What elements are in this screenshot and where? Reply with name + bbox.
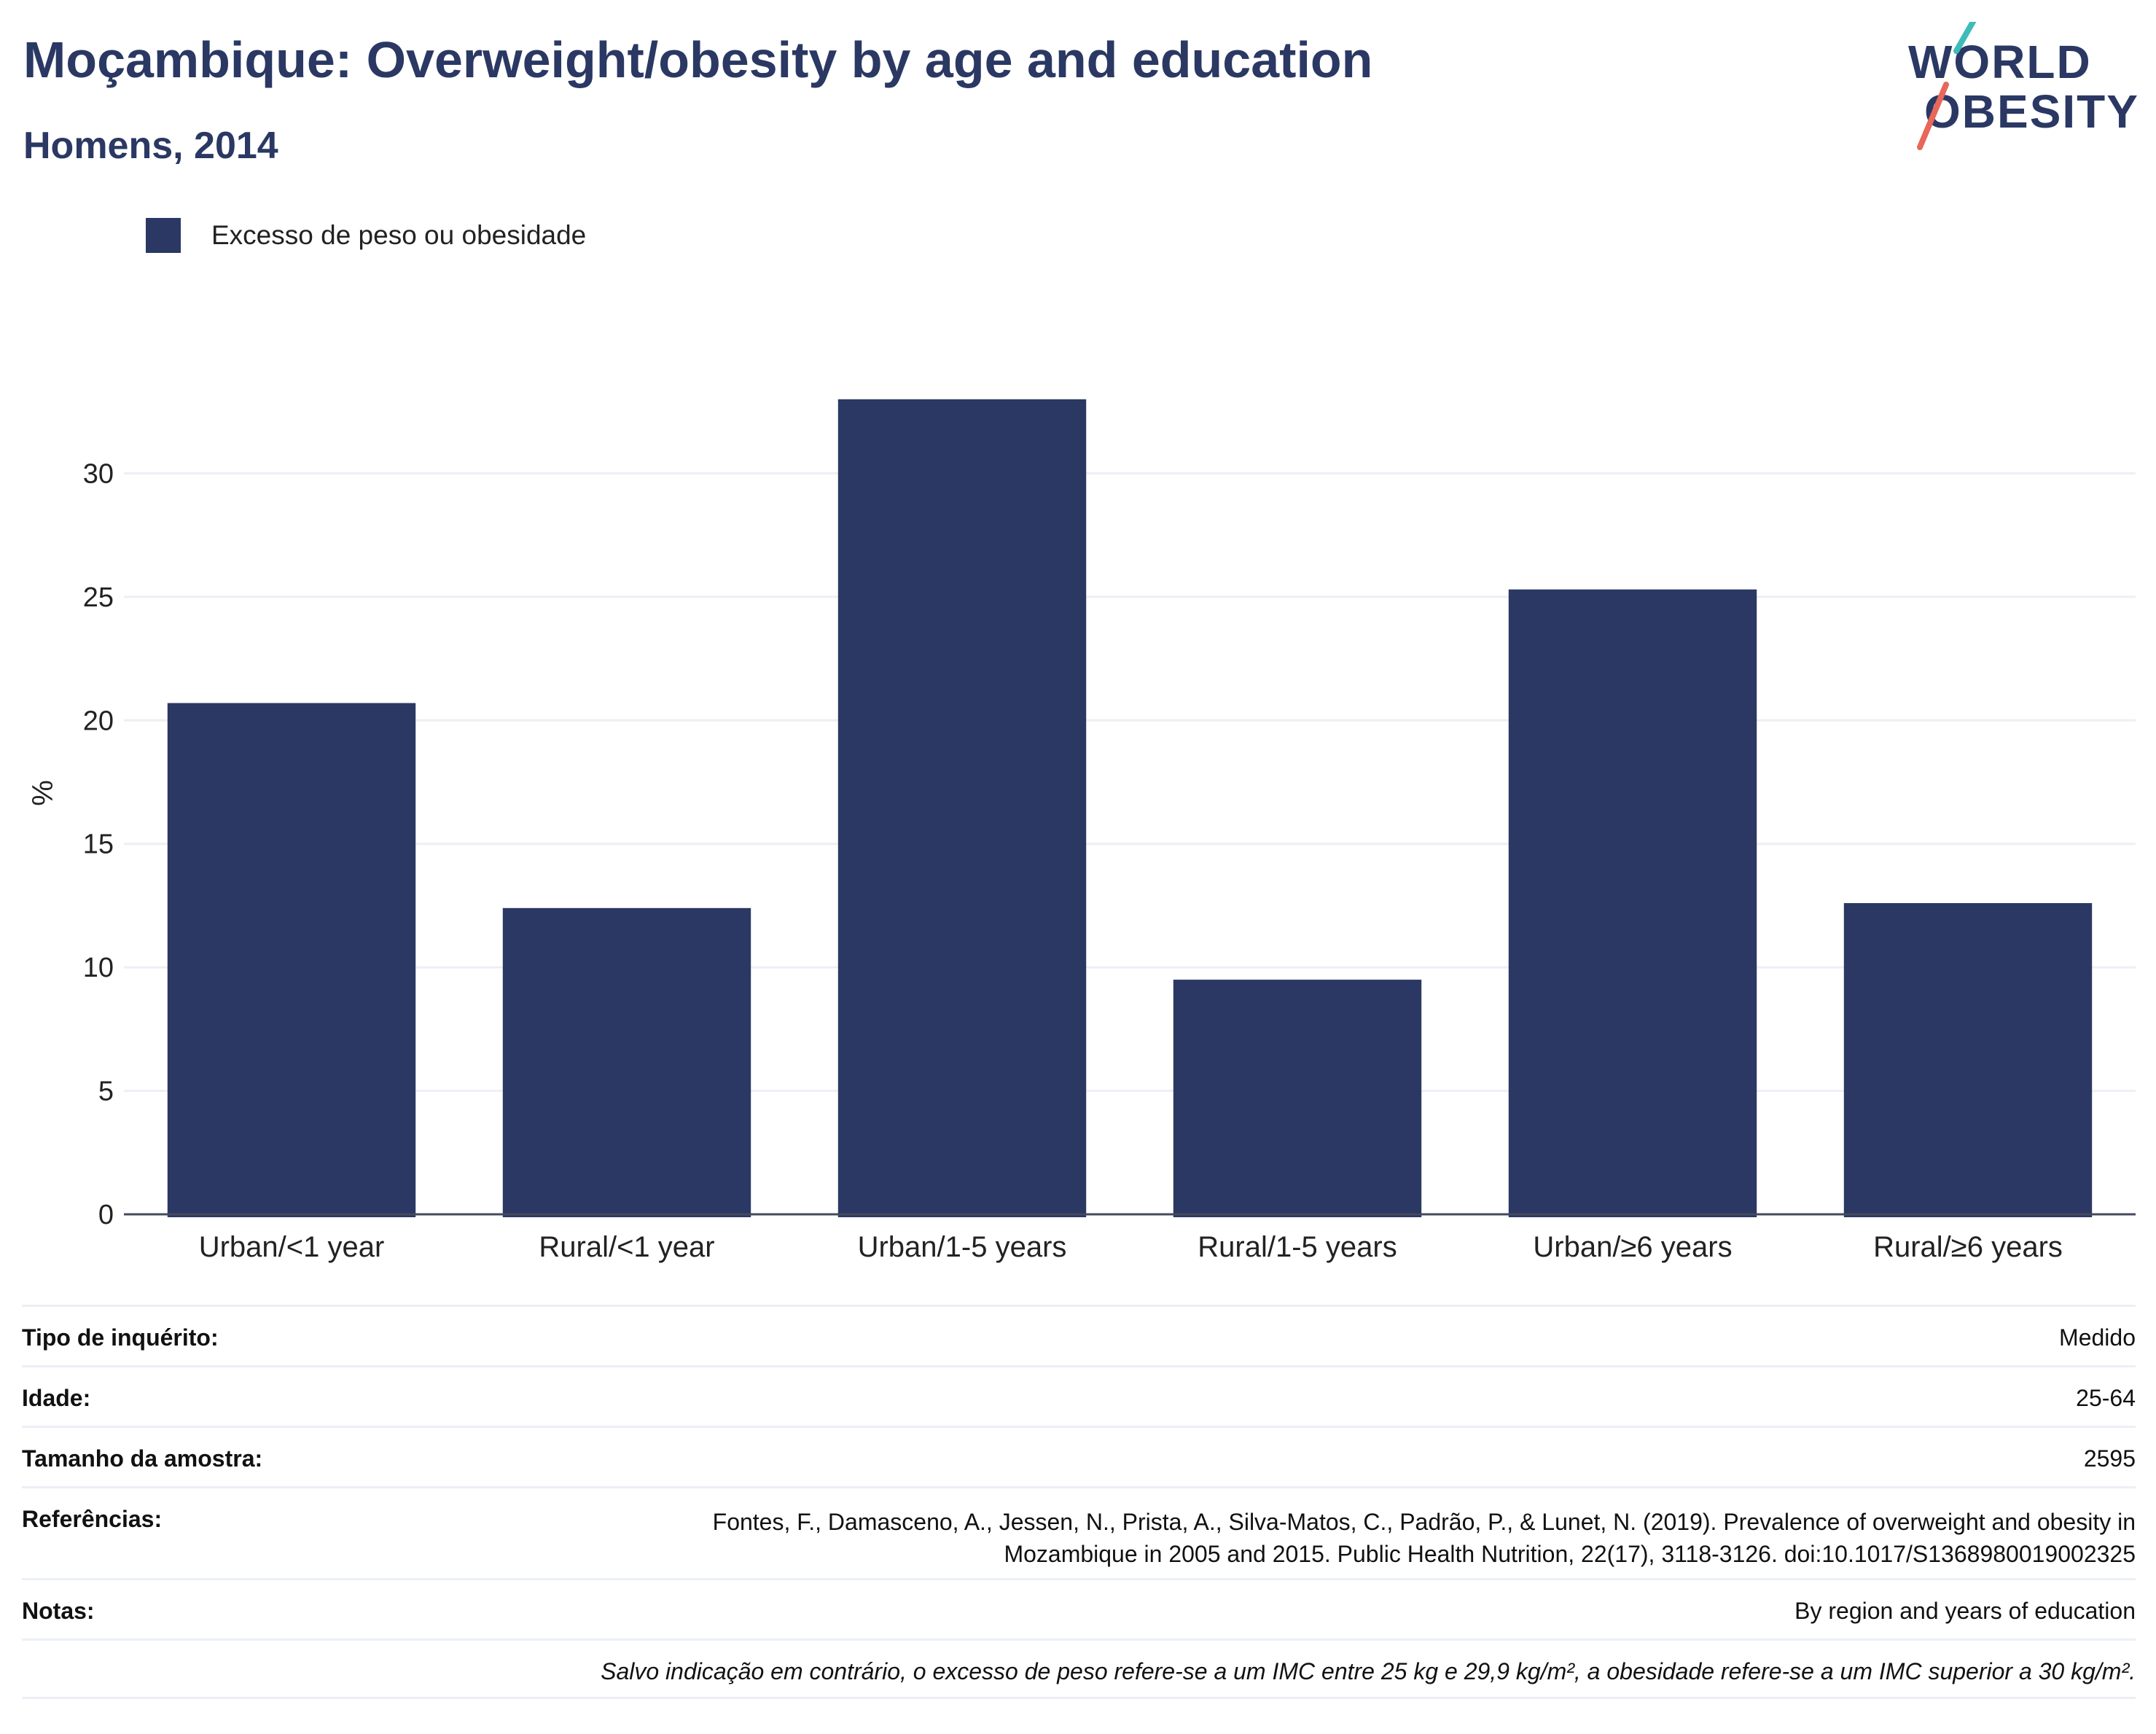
survey-type-value: Medido — [2059, 1324, 2136, 1351]
world-obesity-logo: WORLD OBESITY — [1895, 22, 2143, 153]
info-row-notes: Notas: By region and years of education — [22, 1578, 2136, 1639]
references-line-2: Mozambique in 2005 and 2015. Public Heal… — [1004, 1541, 2136, 1567]
y-tick-label: 15 — [83, 829, 114, 860]
x-tick-label: Urban/1-5 years — [858, 1231, 1067, 1263]
bar[interactable] — [502, 907, 751, 1217]
x-tick-label: Rural/≥6 years — [1873, 1231, 2063, 1263]
x-tick-label: Urban/<1 year — [199, 1231, 385, 1263]
y-tick-label: 10 — [83, 953, 114, 983]
bar[interactable] — [837, 399, 1087, 1217]
x-tick-label: Rural/1-5 years — [1198, 1231, 1397, 1263]
disclaimer-text: Salvo indicação em contrário, o excesso … — [601, 1658, 2136, 1684]
notes-label: Notas: — [22, 1598, 95, 1624]
legend: Excesso de peso ou obesidade — [146, 217, 586, 254]
info-row-sample: Tamanho da amostra: 2595 — [22, 1426, 2136, 1486]
info-row-disclaimer: Salvo indicação em contrário, o excesso … — [22, 1639, 2136, 1699]
legend-label: Excesso de peso ou obesidade — [211, 220, 587, 250]
x-tick-label: Urban/≥6 years — [1533, 1231, 1732, 1263]
survey-type-label: Tipo de inquérito: — [22, 1324, 219, 1351]
bar[interactable] — [1508, 589, 1757, 1217]
chart-subtitle: Homens, 2014 — [23, 125, 278, 167]
info-table: Tipo de inquérito: Medido Idade: 25-64 T… — [22, 1305, 2136, 1699]
logo-line-2: OBESITY — [1924, 85, 2139, 138]
age-label: Idade: — [22, 1385, 91, 1411]
y-tick-label: 5 — [98, 1077, 114, 1107]
x-tick-label: Rural/<1 year — [539, 1231, 714, 1263]
gridlines — [124, 472, 2136, 1093]
y-axis-label: % — [27, 780, 59, 806]
y-tick-label: 0 — [98, 1200, 114, 1230]
references-line-1: Fontes, F., Damasceno, A., Jessen, N., P… — [712, 1509, 2136, 1535]
info-row-survey-type: Tipo de inquérito: Medido — [22, 1305, 2136, 1365]
bar[interactable] — [1843, 903, 2093, 1217]
sample-size-label: Tamanho da amostra: — [22, 1445, 263, 1472]
y-tick-label: 30 — [83, 458, 114, 489]
legend-swatch — [146, 218, 181, 253]
bar[interactable] — [167, 703, 416, 1217]
references-label: Referências: — [22, 1506, 163, 1532]
sample-size-value: 2595 — [2083, 1445, 2136, 1472]
y-tick-labels: 0 5 10 15 20 25 30 — [83, 458, 114, 1230]
info-row-age: Idade: 25-64 — [22, 1365, 2136, 1426]
y-tick-label: 20 — [83, 706, 114, 736]
notes-value: By region and years of education — [1794, 1598, 2136, 1624]
chart-title: Moçambique: Overweight/obesity by age an… — [23, 31, 1373, 88]
y-tick-label: 25 — [83, 582, 114, 613]
references-value: Fontes, F., Damasceno, A., Jessen, N., P… — [713, 1506, 2136, 1570]
x-tick-labels: Urban/<1 year Rural/<1 year Urban/1-5 year… — [199, 1231, 2063, 1263]
bars — [124, 399, 2136, 1217]
age-value: 25-64 — [2076, 1385, 2136, 1411]
info-row-references: Referências: Fontes, F., Damasceno, A., … — [22, 1486, 2136, 1578]
logo-slash-icon — [1917, 22, 1977, 150]
bar[interactable] — [1173, 980, 1422, 1217]
logo-line-1: WORLD — [1908, 36, 2092, 88]
